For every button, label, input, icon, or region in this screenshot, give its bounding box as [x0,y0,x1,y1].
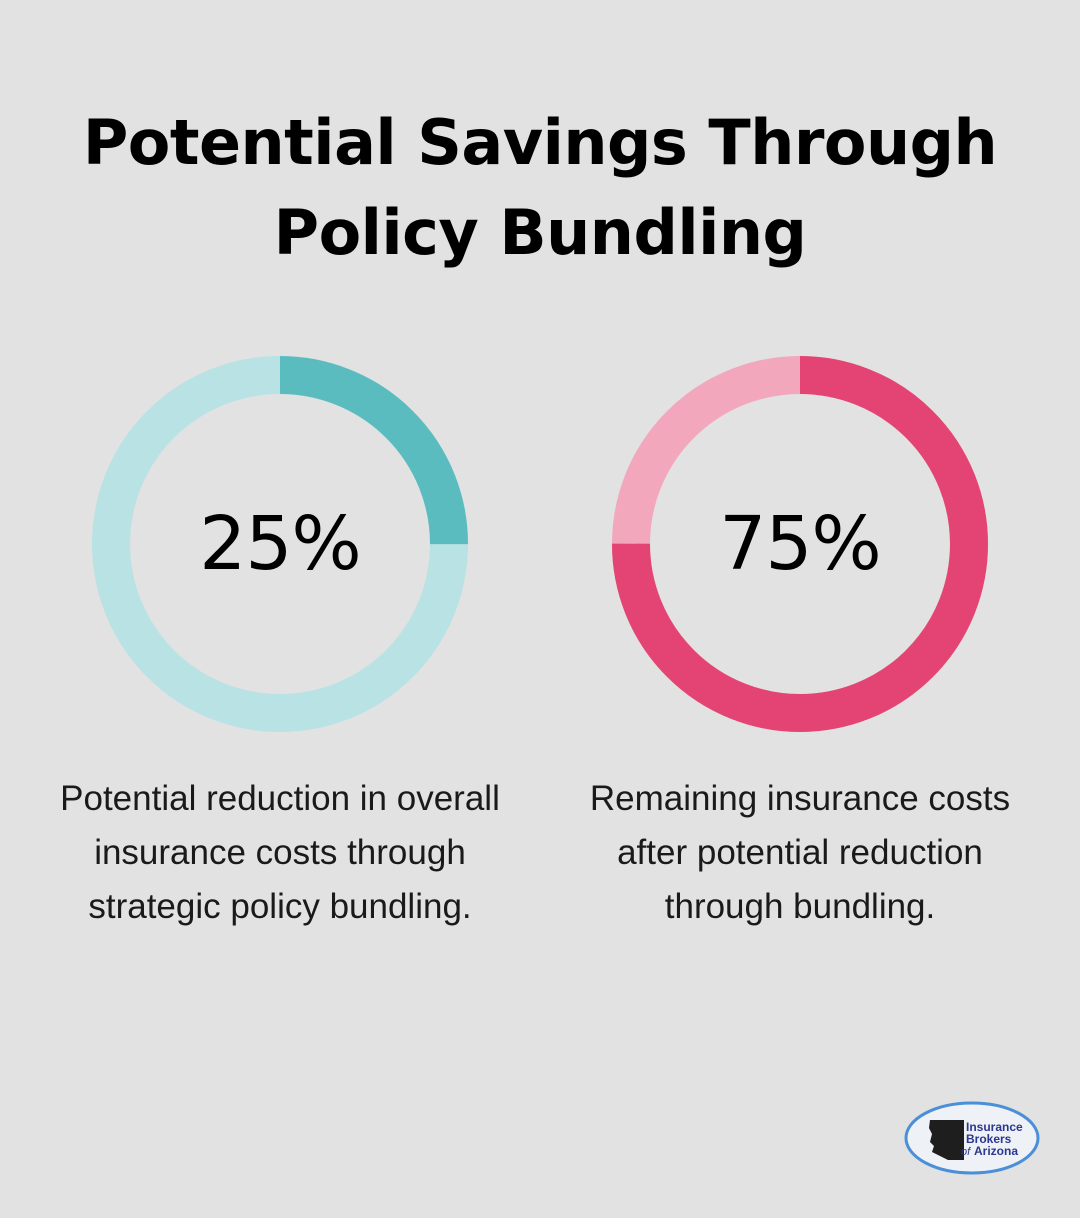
logo-line-2: Brokers [966,1132,1012,1146]
page-title: Potential Savings Through Policy Bundlin… [0,98,1080,278]
stat-value: 75% [719,501,881,587]
donut-chart-savings: 25% [92,356,468,732]
donut-arc [612,356,988,732]
donut-ring [92,356,468,732]
stat-description: Potential reduction in overall insurance… [60,779,500,926]
title-line-1: Potential Savings Through [82,106,998,179]
company-logo: Insurance Brokers of Arizona [904,1100,1040,1176]
stat-description: Remaining insurance costs after potentia… [589,779,1011,926]
logo-line-1: Insurance [966,1120,1023,1134]
title-line-2: Policy Bundling [273,196,807,269]
stat-value: 25% [199,501,361,587]
donut-ring [612,356,988,732]
logo-line-3: Arizona [974,1144,1018,1158]
donut-chart-remaining: 75% [612,356,988,732]
arizona-map-icon [929,1120,964,1160]
donut-arc [92,356,468,732]
logo-line-3-prefix: of [961,1146,971,1158]
